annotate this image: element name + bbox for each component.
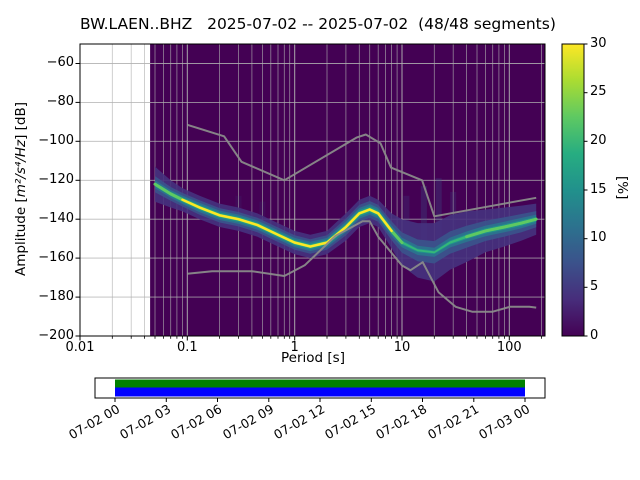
- nlnm-line: [187, 220, 537, 313]
- noise-streak: [259, 201, 266, 218]
- coverage-used-bar: [115, 379, 525, 388]
- noise-streak: [403, 195, 410, 243]
- data-region-background: [150, 44, 545, 336]
- y-axis-label: Amplitude [m²/s⁴/Hz] [dB]: [13, 102, 29, 276]
- colorbar-gradient: [562, 44, 584, 336]
- y-axis-label-suffix: ] [dB]: [13, 101, 29, 140]
- psd-mode-ridge-green: [465, 217, 538, 239]
- colorbar-label: [%]: [614, 176, 630, 200]
- y-axis-label-prefix: Amplitude [: [13, 197, 29, 276]
- plot-title: BW.LAEN..BHZ 2025-07-02 -- 2025-07-02 (4…: [80, 15, 556, 33]
- nhnm-line: [187, 123, 537, 218]
- y-axis-label-unit: m²/s⁴/Hz: [13, 139, 29, 198]
- plot-frame: [79, 43, 546, 337]
- noise-streak: [235, 195, 242, 212]
- psd-mode-ridge-yellow: [181, 198, 393, 248]
- psd-band-layer: [155, 176, 537, 264]
- noise-streak: [420, 186, 427, 247]
- x-axis-label: Period [s]: [281, 350, 345, 366]
- coverage-data-bar: [115, 387, 525, 397]
- noise-streak: [435, 178, 442, 251]
